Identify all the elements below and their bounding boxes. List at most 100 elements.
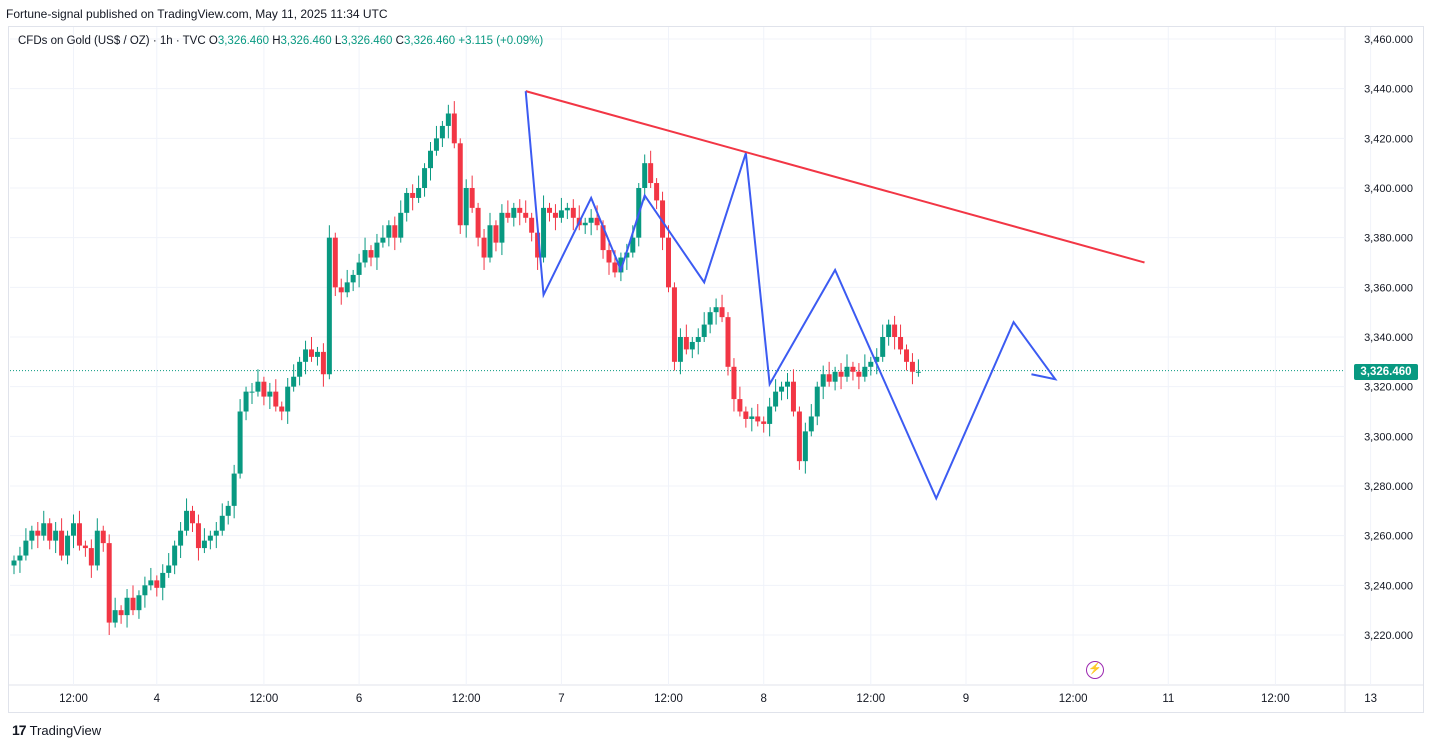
candle-body [570, 207, 576, 218]
candle-body [29, 530, 35, 541]
footer-brand[interactable]: 17 TradingView [12, 722, 101, 738]
candle-body [243, 391, 249, 412]
candle-body [184, 510, 190, 531]
x-tick-label: 9 [963, 693, 969, 705]
candle-body [743, 411, 749, 419]
tradingview-logo-icon: 17 [12, 722, 27, 738]
x-tick-label: 12:00 [250, 693, 279, 705]
open-value: 3,326.460 [217, 35, 269, 47]
candle-body [874, 356, 880, 362]
y-tick-label: 3,300.000 [1364, 431, 1413, 443]
low-label: L [334, 35, 342, 47]
candle-body [225, 505, 231, 516]
y-tick-label: 3,280.000 [1364, 481, 1413, 493]
candle-body [154, 580, 160, 588]
candles [11, 101, 921, 635]
candle-body [404, 192, 410, 213]
candle-body [136, 595, 142, 611]
candle-body [309, 349, 314, 357]
candle-body [451, 113, 457, 144]
candle-body [76, 523, 82, 546]
candle-body [178, 530, 184, 546]
candle-body [761, 421, 767, 424]
candle-body [23, 540, 29, 556]
candle-body [660, 200, 666, 238]
candle-body [142, 585, 148, 596]
candle-body [737, 399, 743, 412]
time-axis: 12:00 4 12:00 6 12:00 7 12:00 8 12:00 9 12:00 11 12:… [59, 693, 1377, 705]
candle-body [255, 381, 261, 392]
candle-body [630, 237, 636, 253]
close-label: C [395, 35, 404, 47]
candle-body [552, 212, 558, 218]
candle-body [463, 188, 469, 226]
candle-body [445, 113, 451, 126]
y-tick-label: 3,400.000 [1364, 183, 1413, 195]
y-tick-label: 3,260.000 [1364, 531, 1413, 543]
candle-body [904, 349, 909, 362]
candle-body [666, 237, 671, 288]
brand-name: TradingView [29, 722, 102, 738]
candle-body [826, 374, 832, 382]
candle-body [106, 543, 112, 623]
y-tick-label: 3,240.000 [1364, 580, 1413, 592]
x-tick-label: 11 [1162, 693, 1174, 705]
candle-body [909, 361, 915, 372]
lightning-icon[interactable]: ⚡ [1086, 661, 1104, 679]
candle-body [773, 391, 779, 407]
candle-body [261, 381, 267, 397]
candle-body [648, 163, 654, 184]
high-value: 3,326.460 [280, 35, 332, 47]
y-tick-label: 3,380.000 [1364, 233, 1413, 245]
candle-body [767, 406, 773, 424]
candle-body [53, 530, 59, 541]
candle-body [850, 366, 856, 372]
candle-body [624, 252, 630, 258]
candle-body [285, 386, 291, 412]
candle-body [469, 188, 475, 208]
candle-body [65, 535, 71, 556]
candle-body [814, 386, 820, 417]
candle-body [314, 351, 320, 357]
candle-body [529, 217, 535, 233]
resistance-trendline [525, 90, 1145, 264]
close-value: 3,326.460 [403, 35, 456, 47]
candle-body [17, 555, 23, 561]
candle-body [582, 222, 588, 226]
candle-body [683, 337, 689, 350]
y-tick-label: 3,320.000 [1364, 382, 1413, 394]
candle-body [915, 371, 921, 373]
y-tick-label: 3,360.000 [1364, 282, 1413, 294]
candle-body [868, 361, 874, 367]
x-tick-label: 12:00 [654, 693, 683, 705]
candle-body [898, 337, 904, 350]
candle-body [862, 366, 868, 377]
candle-body [332, 237, 338, 288]
candle-body [190, 510, 195, 524]
candle-body [802, 431, 808, 462]
candle-body [195, 523, 201, 549]
candle-body [487, 225, 493, 258]
candle-body [398, 212, 404, 238]
candle-body [410, 192, 416, 198]
candle-body [291, 376, 297, 387]
candle-body [207, 535, 213, 541]
y-tick-label: 3,420.000 [1364, 133, 1413, 145]
candle-body [695, 337, 701, 342]
candle-body [457, 143, 463, 226]
candle-body [71, 523, 76, 536]
x-tick-label: 8 [760, 693, 766, 705]
candle-body [481, 237, 487, 258]
candle-body [279, 406, 285, 412]
candle-body [428, 150, 433, 169]
candle-body [422, 168, 428, 188]
candle-body [796, 411, 802, 462]
y-tick-label: 3,460.000 [1364, 34, 1413, 46]
candle-body [600, 225, 606, 251]
candle-body [416, 188, 422, 198]
x-tick-label: 4 [154, 693, 161, 705]
candle-body [201, 540, 207, 549]
candle-body [642, 163, 648, 188]
candle-body [618, 257, 624, 273]
